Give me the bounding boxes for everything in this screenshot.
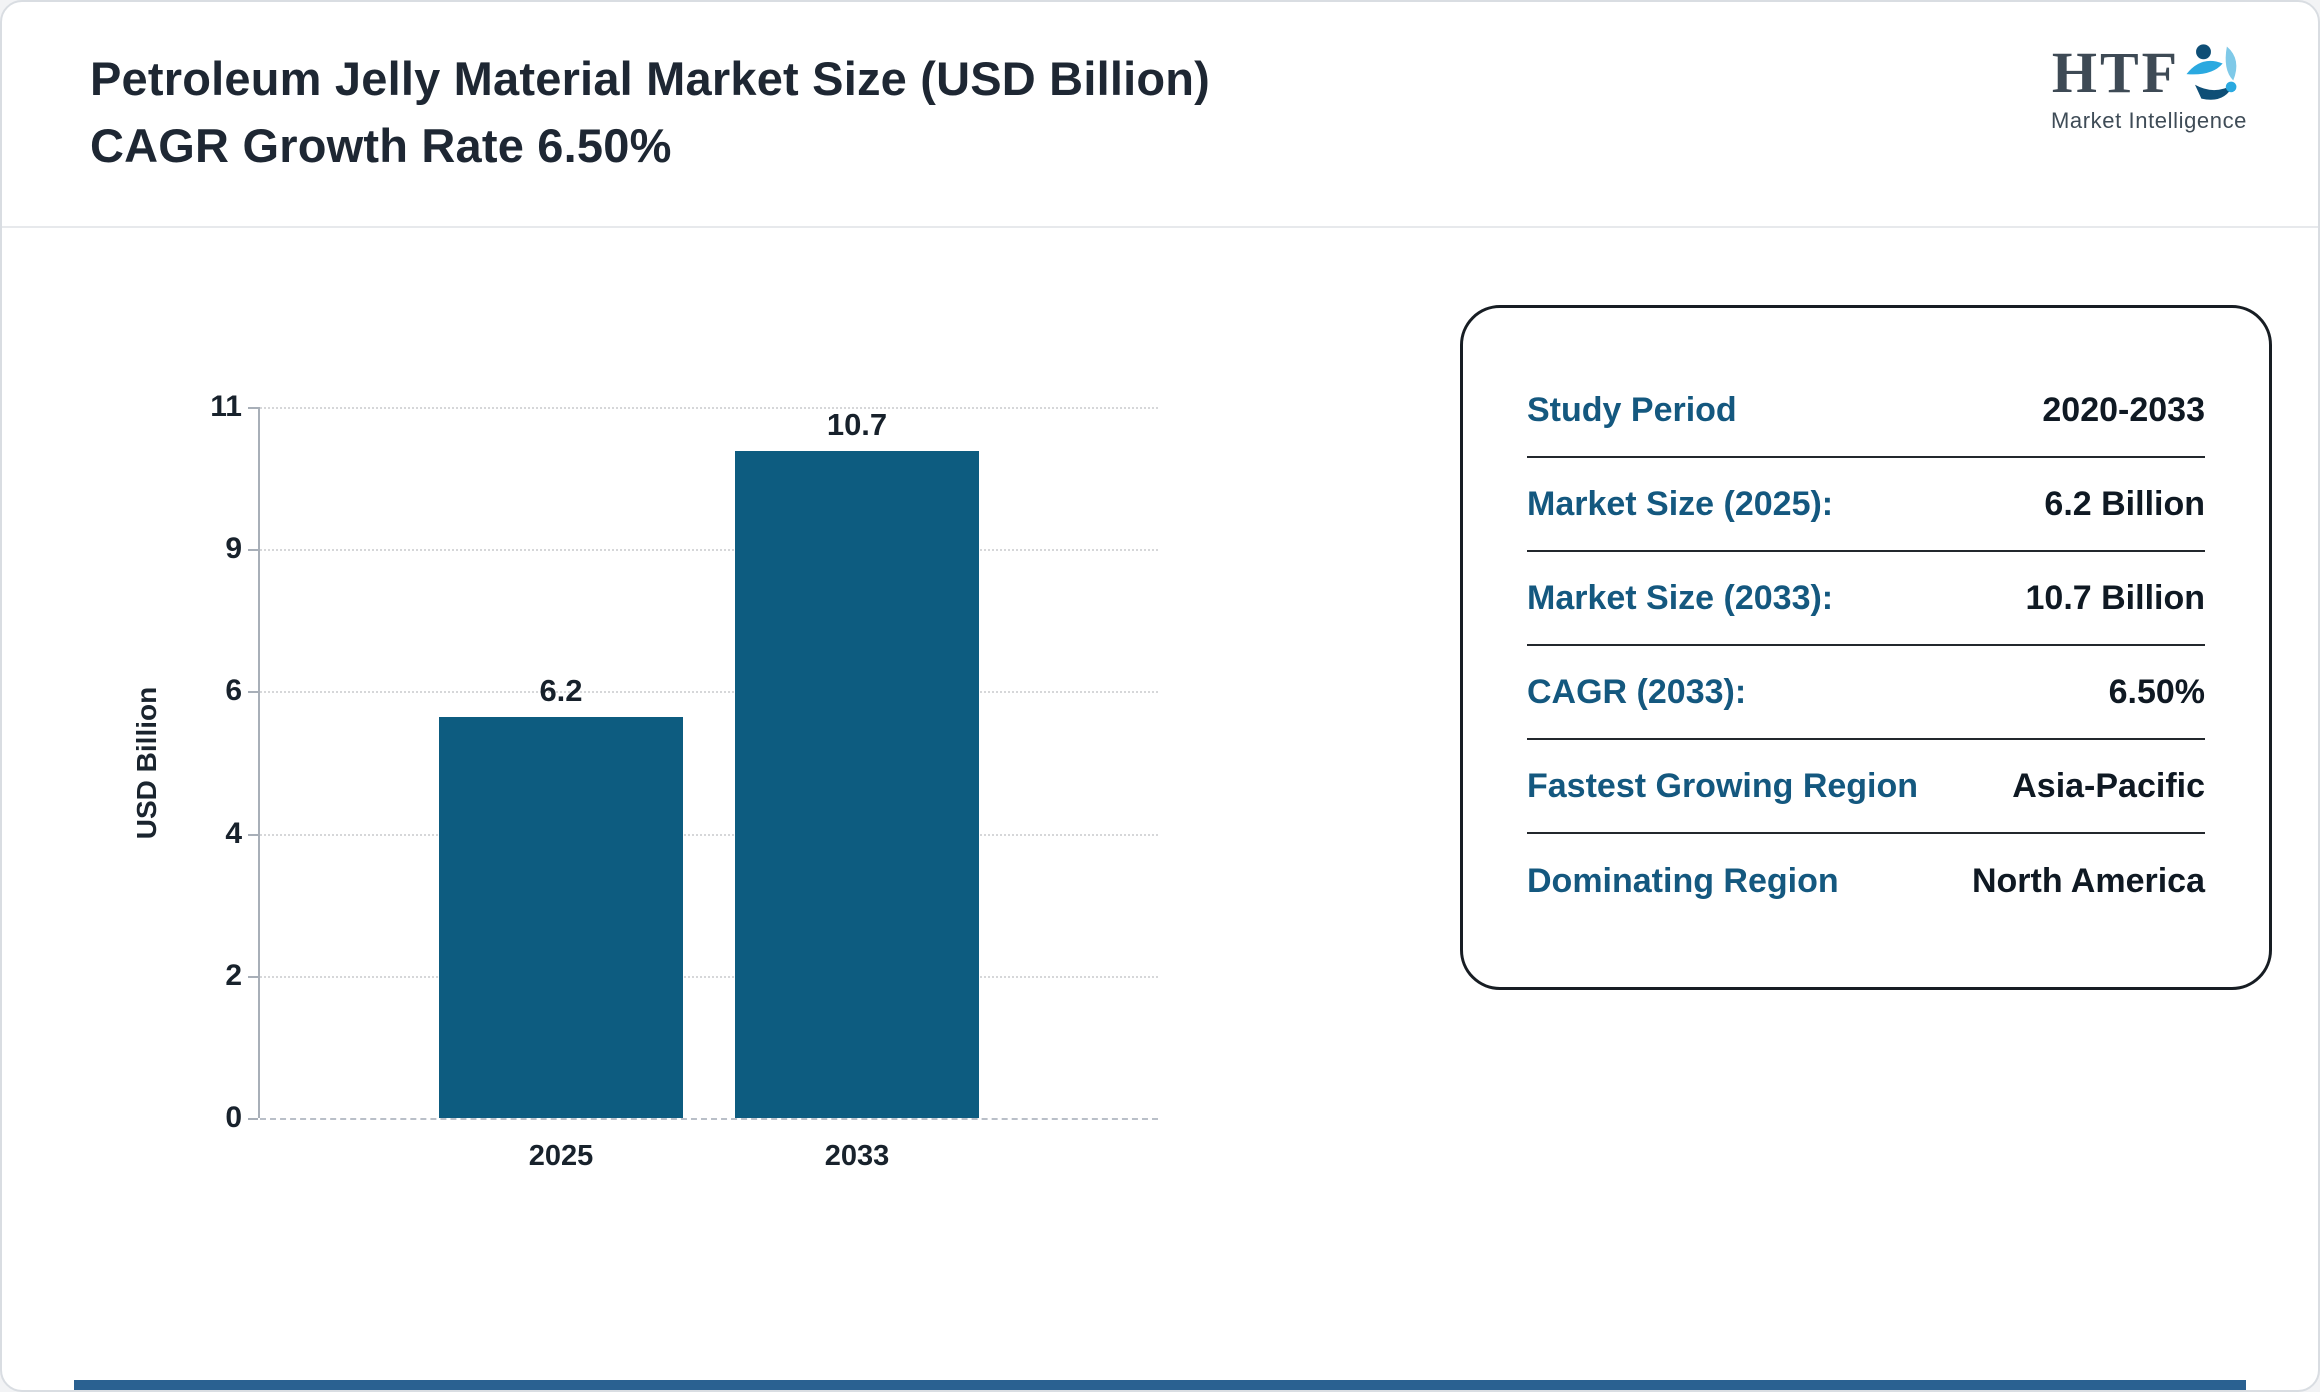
info-label: Study Period — [1527, 390, 1737, 429]
page-title: Petroleum Jelly Material Market Size (US… — [90, 52, 1211, 172]
info-value: 6.50% — [2108, 672, 2205, 711]
info-value: 10.7 Billion — [2025, 578, 2206, 617]
x-tick-label-2025: 2025 — [528, 1140, 594, 1172]
info-label: Fastest Growing Region — [1527, 766, 1919, 805]
info-row-market-size-2025: Market Size (2025): 6.2 Billion — [1527, 458, 2205, 552]
plot-area: 6.2 10.7 2025 2033 — [248, 407, 1158, 1172]
gridline — [248, 691, 1158, 694]
y-tick-label: 2 — [225, 958, 242, 992]
bar-group-2025: 6.2 — [439, 407, 683, 1118]
gridline — [248, 407, 1158, 409]
y-tick-label: 9 — [225, 532, 242, 566]
baseline — [248, 1118, 1158, 1120]
info-label: Market Size (2033): — [1527, 578, 1834, 617]
htf-logo-tagline: Market Intelligence — [2050, 108, 2248, 133]
x-axis-ticks: 2025 2033 — [260, 1140, 1158, 1173]
y-axis-title: USD Billion — [122, 407, 172, 1118]
htf-logo-icon — [2186, 44, 2237, 100]
bar-value-label-2025: 6.2 — [539, 673, 583, 709]
info-value: 6.2 Billion — [2044, 484, 2205, 523]
y-axis-ticks: 11 9 6 4 2 0 — [172, 390, 258, 1134]
htf-logo: HTF Market Intelligence — [2024, 38, 2274, 134]
htf-logo-text: HTF — [2051, 39, 2181, 105]
header-divider — [2, 226, 2318, 228]
info-value: Asia-Pacific — [2012, 766, 2205, 805]
y-tick-label: 6 — [225, 674, 242, 708]
info-value: 2020-2033 — [2042, 390, 2205, 429]
gridline — [248, 833, 1158, 836]
bar-2033 — [735, 451, 979, 1118]
info-card: Study Period 2020-2033 Market Size (2025… — [1460, 305, 2272, 990]
gridline — [248, 549, 1158, 552]
y-axis-title-text: USD Billion — [131, 686, 163, 839]
y-tick-label: 11 — [210, 390, 242, 423]
bars-container: 6.2 10.7 — [260, 407, 1158, 1118]
info-label: Market Size (2025): — [1527, 484, 1834, 523]
info-row-study-period: Study Period 2020-2033 — [1527, 364, 2205, 458]
info-row-dominating-region: Dominating Region North America — [1527, 834, 2205, 928]
y-tick-label: 4 — [225, 816, 242, 850]
bar-group-2033: 10.7 — [735, 407, 979, 1118]
gridline — [248, 975, 1158, 978]
htf-logo-row: HTF — [2024, 38, 2274, 106]
footer-bar — [74, 1380, 2246, 1390]
info-label: Dominating Region — [1527, 861, 1839, 900]
info-value: North America — [1971, 861, 2205, 900]
bar-2025 — [439, 717, 683, 1118]
info-row-cagr: CAGR (2033): 6.50% — [1527, 646, 2205, 740]
bar-value-label-2033: 10.7 — [826, 407, 888, 442]
x-tick-label-2033: 2033 — [824, 1140, 890, 1172]
info-label: CAGR (2033): — [1527, 672, 1747, 711]
info-row-fastest-growing-region: Fastest Growing Region Asia-Pacific — [1527, 740, 2205, 834]
bar-chart: USD Billion 11 9 6 4 2 0 6.2 10.7 — [122, 390, 1158, 1172]
info-row-market-size-2033: Market Size (2033): 10.7 Billion — [1527, 552, 2205, 646]
y-tick-label: 0 — [225, 1101, 242, 1134]
